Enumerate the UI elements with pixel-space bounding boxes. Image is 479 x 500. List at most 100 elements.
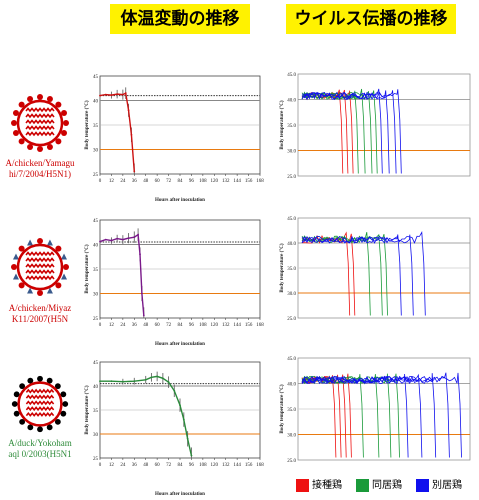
virus-particle-icon [11,238,69,296]
y-tick-label: 40 [93,100,99,105]
strain-label: A/chicken/Yamagu hi/7/2004/H5N1) [0,158,80,180]
data-point [137,233,139,236]
virus-spike [61,273,68,280]
x-axis-label: Hours after inoculation [155,342,205,347]
x-tick-label: 72 [166,179,172,184]
data-point [186,437,189,440]
legend-label: 接種鶏 [312,480,342,491]
virus-spike [55,101,62,108]
data-point [121,238,124,241]
y-tick-label: 45 [93,75,99,80]
header-body-temperature: 体温変動の推移 [110,4,250,34]
data-point [116,93,119,96]
data-point [142,314,145,317]
x-tick-label: 60 [155,323,161,328]
virus-spike [60,391,67,398]
virus-rna-segment [25,400,55,406]
y-tick-label: 30.0 [287,292,296,297]
x-tick-label: 144 [233,179,241,184]
legend-label: 別居鶏 [432,480,462,491]
x-tick-label: 48 [143,323,149,328]
x-tick-label: 108 [199,323,207,328]
x-tick-label: 0 [99,323,102,328]
x-tick-label: 144 [233,323,241,328]
virus-spike [55,245,62,252]
x-tick-label: 0 [99,179,102,184]
bird-temperature-line [301,231,426,316]
data-point [121,93,124,96]
data-point [99,240,101,243]
y-tick-label: 30 [93,293,99,298]
y-tick-label: 40.0 [287,99,296,104]
y-tick-label: 35.0 [287,408,296,413]
data-point [139,253,141,256]
virus-spike [11,401,18,407]
legend-label: 同居鶏 [372,480,402,491]
data-point [116,237,119,240]
x-tick-label: 84 [178,323,184,328]
legend-swatch [356,479,369,492]
x-tick-label: 168 [256,323,264,328]
virus-spike [46,144,53,151]
virus-spike [37,375,43,382]
virus-spike [63,120,69,126]
virus-spike [18,138,25,145]
x-axis-label: Hours after inoculation [155,492,205,497]
x-tick-label: 48 [143,463,149,468]
x-tick-label: 156 [245,323,253,328]
virus-spike [19,418,26,425]
x-tick-label: 60 [155,179,161,184]
y-tick-label: 30 [93,149,99,154]
strain-label-line: A/chicken/Miyaz [8,303,72,313]
virus-spike [12,110,19,117]
virus-spike [12,253,19,260]
x-tick-label: 120 [211,179,219,184]
virus-spike [46,239,53,246]
body-temperature-chart-1: 25 30 35 40 45 0 12 24 36 48 60 72 84 96 108 120 132 144 1… [85,75,264,203]
y-tick-label: 40 [93,385,99,390]
x-tick-label: 132 [222,463,230,468]
x-tick-label: 168 [256,463,264,468]
virus-spike [55,138,62,145]
x-tick-label: 12 [109,463,115,468]
bird-temperature-line [301,89,402,174]
bird-temperature-line [301,372,462,458]
data-point [110,239,113,242]
body-temperature-chart-2: 25 30 35 40 45 0 12 24 36 48 60 72 84 96 108 120 132 144 1… [85,219,264,347]
y-tick-label: 45.0 [287,73,296,78]
virus-spike [27,287,34,294]
data-point [110,94,113,97]
virus-spike [46,287,53,294]
x-tick-label: 96 [189,323,195,328]
y-tick-label: 45.0 [287,217,296,222]
legend-swatch [296,479,309,492]
data-point [127,237,130,240]
y-tick-label: 25.0 [287,317,296,322]
y-tick-label: 35 [93,409,99,414]
x-tick-label: 84 [178,179,184,184]
data-point [161,377,164,380]
y-tick-label: 40.0 [287,242,296,247]
x-tick-label: 96 [189,463,195,468]
y-tick-label: 40.0 [287,383,296,388]
data-point [121,380,124,383]
x-tick-label: 168 [256,179,264,184]
x-tick-label: 48 [143,179,149,184]
virus-spike [27,424,34,431]
y-tick-label: 25 [93,317,99,322]
x-tick-label: 24 [120,179,126,184]
data-point [124,92,127,95]
data-point [99,94,101,97]
virus-rna-segment [25,388,55,394]
x-tick-label: 72 [166,323,172,328]
virus-rna-segment [25,119,55,125]
virus-spike [27,95,34,102]
virus-rna-segment [25,394,55,400]
virus-spike [19,383,26,390]
virus-rna-segment [25,131,55,137]
virus-spike [18,101,25,108]
data-point [144,378,147,381]
data-point [182,418,185,421]
x-tick-label: 36 [132,323,138,328]
y-tick-label: 30 [93,433,99,438]
